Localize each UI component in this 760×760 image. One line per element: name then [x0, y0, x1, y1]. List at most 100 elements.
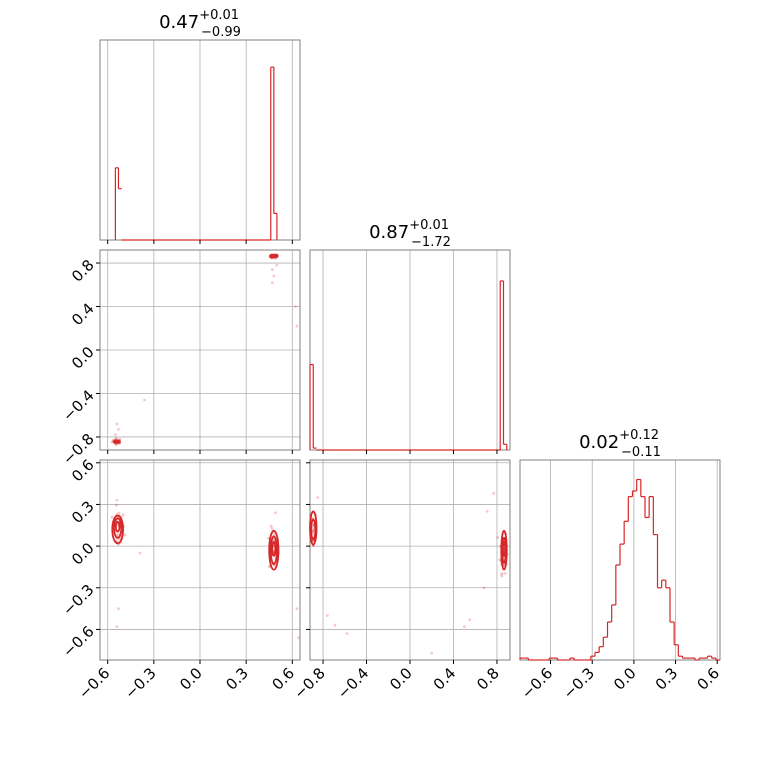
scatter-point [143, 398, 147, 402]
scatter-point [114, 437, 118, 441]
scatter-point [114, 443, 118, 447]
scatter-point [115, 422, 119, 426]
x-tick-label: −0.8 [290, 664, 328, 702]
scatter-point [121, 513, 125, 517]
scatter-point [485, 509, 489, 513]
x-tick-label: 0.3 [652, 664, 682, 694]
density-contour [310, 518, 317, 541]
scatter-point [270, 281, 274, 285]
param-title-1: 0.87+0.01 −1.72 [369, 218, 451, 250]
title-minus: −0.99 [201, 25, 241, 40]
hist-panel-2: 0.02+0.12 −0.11 −0.6 −0.3 0.0 0.3 0.6 [518, 428, 723, 703]
title-median: 0.87 [369, 222, 409, 243]
scatter-point [272, 274, 276, 278]
scatter-point [110, 440, 114, 444]
scatter-point [116, 532, 120, 536]
density-contour [111, 514, 124, 545]
x-tick-label: −0.4 [334, 664, 372, 702]
x-tick-label: 0.3 [222, 664, 252, 694]
x-tick-label: 0.0 [610, 664, 640, 694]
title-plus: +0.01 [199, 8, 239, 23]
scatter-point [293, 305, 297, 308]
param-title-2: 0.02+0.12 −0.11 [579, 428, 661, 460]
x-tick-label: −0.6 [518, 664, 556, 702]
scatter-point [316, 496, 320, 499]
hist-panel-0: 0.47+0.01 −0.99 [99, 8, 301, 244]
density-contour [268, 529, 280, 571]
scatter-point [138, 551, 142, 555]
scatter-point [113, 433, 117, 437]
scatter-point [110, 515, 114, 519]
scatter-point [117, 607, 120, 611]
scatter-point [482, 586, 486, 590]
y-tick-label: 0.3 [68, 497, 98, 527]
scatter-point [272, 533, 276, 537]
y-tick-label: 0.0 [68, 539, 98, 569]
hist-steps-2 [519, 478, 720, 661]
title-median: 0.47 [159, 12, 199, 33]
param-title-0: 0.47+0.01 −0.99 [159, 8, 241, 40]
scatter-point [117, 427, 120, 431]
scatter-point [115, 625, 119, 629]
scatter-point [270, 527, 274, 531]
title-minus: −0.11 [621, 445, 661, 460]
density-contour [502, 541, 507, 557]
scatter-point [115, 498, 119, 502]
x-tick-label: −0.3 [121, 664, 159, 702]
scatter-point [312, 526, 316, 530]
title-plus: +0.01 [409, 218, 449, 233]
scatter-point [297, 636, 300, 640]
scatter-point [345, 632, 349, 636]
density-contour [112, 439, 121, 444]
scatter-panel-0-2: −0.6 −0.3 0.0 0.3 0.6−0.6−0.30.00.30.6 [59, 456, 301, 703]
hist-panel-1: 0.87+0.01 −1.72 [309, 218, 511, 454]
hist-steps-1 [309, 280, 508, 451]
scatter-point [325, 614, 329, 617]
title-plus: +0.12 [619, 428, 659, 443]
y-tick-label: −0.3 [59, 581, 97, 619]
density-contour [114, 520, 121, 533]
y-tick-label: 0.0 [68, 343, 98, 373]
y-tick-label: −0.4 [59, 386, 97, 424]
scatter-point [468, 618, 472, 622]
density-contour [269, 535, 278, 566]
scatter-point [273, 511, 277, 515]
y-tick-label: −0.6 [59, 622, 97, 660]
scatter-panel-1-2: −0.8 −0.4 0.0 0.4 0.8 [290, 459, 511, 703]
scatter-point [496, 535, 500, 539]
scatter-point [115, 503, 119, 507]
scatter-point [333, 623, 337, 627]
scatter-point [275, 263, 279, 267]
scatter-point [500, 574, 504, 578]
scatter-point [430, 651, 434, 655]
x-tick-label: 0.0 [176, 664, 206, 694]
density-contour [269, 253, 279, 259]
x-tick-label: 0.6 [693, 664, 723, 694]
x-tick-label: 0.8 [473, 664, 503, 694]
scatter-point [503, 571, 507, 575]
scatter-point [311, 529, 315, 533]
x-tick-label: 0.4 [430, 664, 460, 694]
scatter-panel-0-1: −0.8−0.40.00.40.8 [59, 249, 301, 468]
hist-panel-2-frame [519, 459, 721, 661]
scatter-point [270, 268, 274, 271]
scatter-point [295, 324, 299, 328]
y-tick-label: 0.8 [68, 256, 98, 286]
scatter-point [123, 533, 127, 537]
density-contour [113, 517, 123, 539]
x-tick-label: 0.0 [386, 664, 416, 694]
scatter-point [492, 491, 496, 495]
scatter-point [267, 565, 271, 569]
density-contour [309, 510, 318, 546]
x-tick-label: −0.3 [560, 664, 598, 702]
scatter-point [295, 607, 299, 611]
title-minus: −1.72 [411, 235, 451, 250]
density-contour [271, 541, 277, 557]
scatter-point [311, 528, 315, 532]
scatter-point [269, 524, 273, 528]
y-tick-label: 0.4 [68, 299, 98, 329]
scatter-point [311, 524, 315, 528]
hist-steps-0 [114, 66, 278, 241]
scatter-point [117, 511, 121, 515]
